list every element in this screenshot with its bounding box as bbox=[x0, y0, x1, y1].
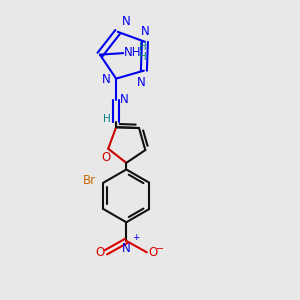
Text: +: + bbox=[132, 233, 139, 242]
Text: H: H bbox=[103, 114, 111, 124]
Text: N: N bbox=[122, 242, 131, 255]
Text: H: H bbox=[139, 41, 147, 52]
Text: N: N bbox=[102, 73, 111, 86]
Text: Br: Br bbox=[83, 174, 96, 187]
Text: −: − bbox=[156, 244, 164, 254]
Text: N: N bbox=[120, 93, 128, 106]
Text: N: N bbox=[140, 25, 149, 38]
Text: H: H bbox=[139, 52, 147, 62]
Text: NH: NH bbox=[124, 46, 141, 59]
Text: N: N bbox=[122, 15, 131, 28]
Text: O: O bbox=[148, 246, 158, 259]
Text: O: O bbox=[95, 246, 104, 259]
Text: O: O bbox=[101, 151, 110, 164]
Text: N: N bbox=[136, 76, 146, 89]
